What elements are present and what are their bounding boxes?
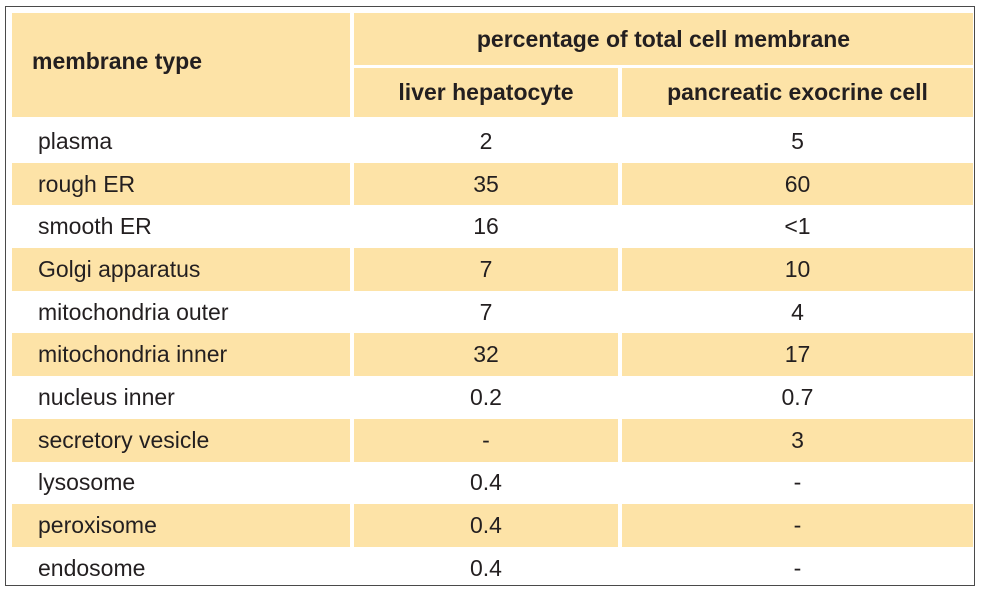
table-row: peroxisome 0.4 -	[12, 504, 973, 547]
cell-liver-value: 0.4	[470, 554, 502, 581]
membrane-table: membrane type percentage of total cell m…	[5, 6, 975, 586]
cell-pancreas-value: -	[793, 554, 802, 581]
table-body: plasma 2 5 rough ER 35 60 smooth ER 16 <…	[12, 120, 973, 590]
cell-membrane-type: lysosome	[38, 469, 136, 496]
cell-membrane-type: secretory vesicle	[12, 418, 350, 462]
cell-pancreas-value: 60	[622, 162, 973, 206]
cell-membrane-type: mitochondria inner	[12, 333, 350, 377]
table-header: membrane type percentage of total cell m…	[12, 13, 973, 117]
cell-pancreas-value: 3	[622, 418, 973, 462]
table-row: nucleus inner 0.2 0.7	[12, 376, 973, 419]
cell-liver-value: 7	[479, 298, 493, 325]
header-liver-hepatocyte: liver hepatocyte	[354, 68, 618, 117]
cell-membrane-type: smooth ER	[38, 213, 152, 240]
table-row: plasma 2 5	[12, 120, 973, 163]
cell-liver-value: 7	[354, 248, 618, 291]
cell-membrane-type: mitochondria outer	[38, 298, 229, 325]
cell-liver-value: -	[354, 418, 618, 462]
header-pancreatic-exocrine-cell: pancreatic exocrine cell	[622, 68, 973, 117]
cell-pancreas-value: -	[793, 469, 802, 496]
cell-liver-value: 35	[354, 162, 618, 206]
table-row: endosome 0.4 -	[12, 547, 973, 590]
cell-membrane-type: plasma	[38, 127, 113, 154]
table-row: lysosome 0.4 -	[12, 462, 973, 505]
cell-pancreas-value: 10	[622, 248, 973, 291]
cell-membrane-type: Golgi apparatus	[12, 248, 350, 291]
cell-pancreas-value: 17	[622, 333, 973, 377]
table-row: smooth ER 16 <1	[12, 205, 973, 248]
header-membrane-type: membrane type	[12, 13, 350, 117]
cell-membrane-type: endosome	[38, 554, 146, 581]
table-row: secretory vesicle - 3	[12, 418, 973, 462]
cell-pancreas-value: 4	[791, 298, 804, 325]
cell-liver-value: 0.4	[354, 504, 618, 547]
cell-membrane-type: nucleus inner	[38, 383, 175, 410]
cell-pancreas-value: 0.7	[781, 383, 814, 410]
cell-membrane-type: peroxisome	[12, 504, 350, 547]
cell-liver-value: 2	[479, 127, 493, 154]
cell-liver-value: 0.4	[470, 469, 502, 496]
cell-liver-value: 32	[354, 333, 618, 377]
cell-pancreas-value: 5	[791, 127, 804, 154]
table-row: rough ER 35 60	[12, 162, 973, 206]
cell-pancreas-value: <1	[784, 213, 811, 240]
cell-liver-value: 0.2	[470, 383, 502, 410]
cell-liver-value: 16	[473, 213, 499, 240]
table-row: Golgi apparatus 7 10	[12, 248, 973, 291]
cell-pancreas-value: -	[622, 504, 973, 547]
table-row: mitochondria inner 32 17	[12, 333, 973, 377]
cell-membrane-type: rough ER	[12, 162, 350, 206]
table-row: mitochondria outer 7 4	[12, 291, 973, 334]
header-percentage-group: percentage of total cell membrane	[354, 13, 973, 65]
